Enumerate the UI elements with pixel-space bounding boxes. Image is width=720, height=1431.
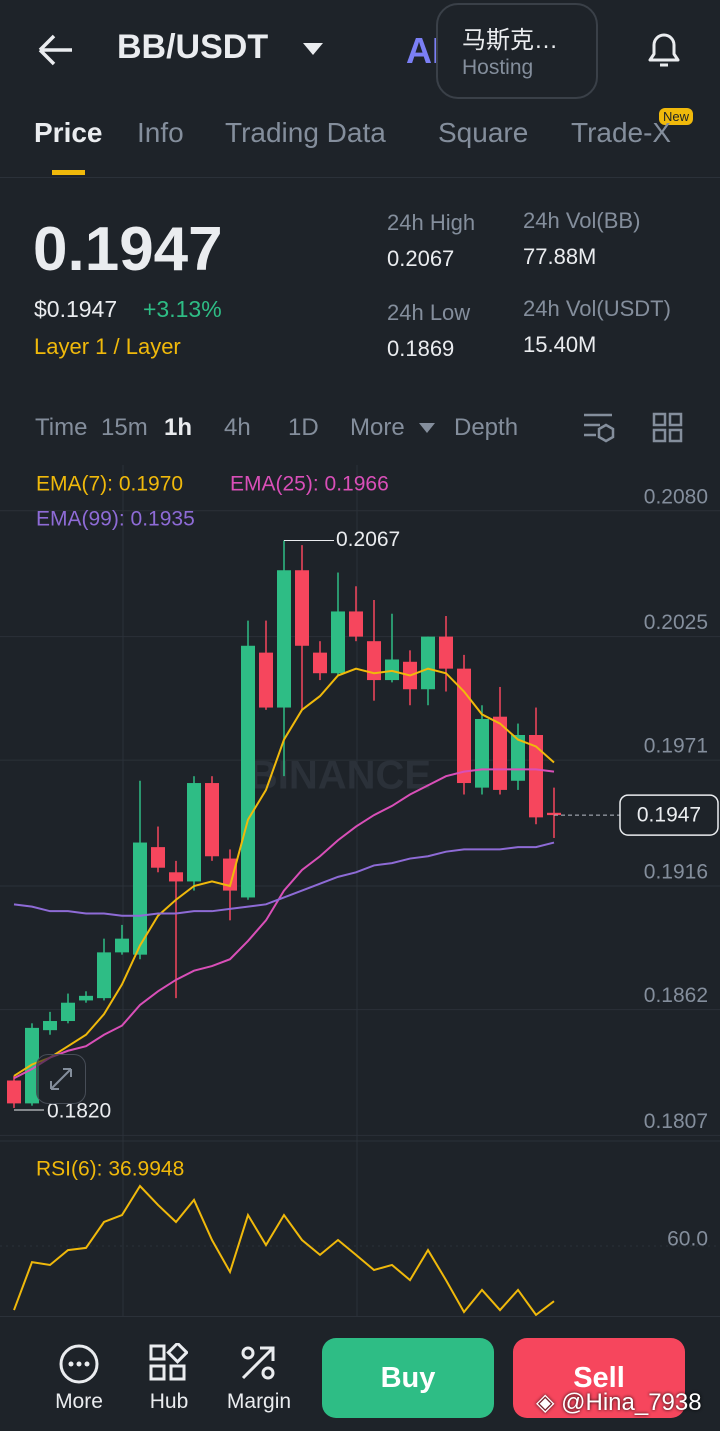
candle-body [475, 718, 489, 788]
action-label[interactable]: Margin [226, 1390, 292, 1413]
ema-line [13, 841, 555, 917]
candle-body [295, 570, 309, 646]
candle-body [367, 641, 381, 681]
layout-icon[interactable] [652, 412, 684, 444]
tab[interactable]: Price [34, 117, 103, 148]
divider [0, 177, 720, 178]
rsi-panel [13, 1184, 555, 1316]
tab[interactable]: Trade-X [571, 117, 672, 148]
last-price: 0.1947 [33, 215, 223, 284]
pair-dropdown[interactable] [302, 42, 324, 56]
candle-body [439, 636, 453, 669]
price-panel [7, 540, 561, 1108]
popup-subtitle: Hosting [462, 56, 534, 79]
candle-body [385, 659, 399, 681]
interval[interactable]: 4h [224, 414, 251, 441]
y-tick-label: 0.1971 [644, 735, 708, 758]
watermark-text: @Hina_7938 [561, 1389, 702, 1416]
tags[interactable]: Layer 1 / Layer [34, 334, 181, 359]
tab-indicator [52, 170, 85, 175]
stat-value: 0.2067 [387, 246, 455, 271]
candle-body [205, 783, 219, 857]
stat-value: 77.88M [523, 244, 597, 269]
change: +3.13% [143, 296, 222, 322]
hosting-popup[interactable] [436, 3, 598, 99]
more-icon[interactable] [58, 1343, 100, 1385]
margin-icon[interactable] [238, 1343, 278, 1383]
candle-body [313, 652, 327, 674]
candle-body [349, 611, 363, 637]
candle-body [61, 1002, 75, 1022]
buy-button[interactable]: Buy [322, 1338, 494, 1418]
tab[interactable]: Info [137, 117, 184, 148]
rsi-line [13, 1184, 555, 1316]
watermark: ◈ @Hina_7938 [536, 1389, 702, 1416]
candle-body [7, 1080, 21, 1104]
indicator-icon[interactable] [582, 411, 616, 445]
bell-icon[interactable] [644, 28, 684, 72]
candle-body [241, 645, 255, 898]
tab[interactable]: Square [438, 117, 529, 148]
interval[interactable]: 1h [164, 414, 193, 441]
legend-entry: EMA(99): 0.1935 [36, 508, 195, 531]
interval[interactable]: 15m [101, 414, 148, 441]
pair[interactable]: BB/USDT [117, 28, 269, 66]
high-label: 0.2067 [336, 528, 400, 551]
tab[interactable]: Trading Data [225, 117, 386, 148]
rsi-tick-label: 60.0 [667, 1228, 708, 1251]
low-label: 0.1820 [47, 1100, 111, 1123]
ema-line [13, 667, 555, 1077]
interval[interactable]: 1D [288, 414, 319, 441]
chart: BINANCE 0.2080 0.2025 0.1971 0.1916 0.1862 0.1… [0, 465, 720, 1316]
stat-value: 0.1869 [387, 336, 455, 361]
last-price-box [619, 794, 719, 836]
candle-body [97, 952, 111, 999]
candle-body [43, 1021, 57, 1031]
action-label[interactable]: More [55, 1390, 103, 1413]
y-tick-label: 0.1916 [644, 861, 708, 884]
candle-body [421, 636, 435, 690]
chart-watermark: BINANCE [249, 754, 431, 798]
stat-label: 24h High [387, 210, 476, 235]
sell-button[interactable]: Sell [513, 1338, 685, 1418]
y-tick-label: 0.2025 [644, 611, 708, 634]
y-tick-label: 0.1862 [644, 984, 708, 1007]
candle-body [259, 652, 273, 708]
candle-body [277, 570, 291, 708]
stat-label: 24h Vol(USDT) [523, 296, 671, 321]
rsi-legend: RSI(6): 36.9948 [36, 1158, 184, 1181]
legend-entry: EMA(25): 0.1966 [230, 473, 389, 496]
interval: Time [35, 414, 88, 441]
interval[interactable]: Depth [454, 414, 519, 441]
candle-body [151, 847, 165, 868]
new-badge: New [659, 108, 694, 125]
popup-title: 马斯克… [462, 27, 558, 54]
candle-body [493, 716, 507, 790]
stat-value: 15.40M [523, 332, 597, 357]
hub-icon[interactable] [148, 1343, 188, 1383]
ema-line [13, 768, 555, 1080]
stat-label: 24h Vol(BB) [523, 208, 641, 233]
stat-label: 24h Low [387, 300, 471, 325]
candle-body [169, 872, 183, 882]
more-dropdown[interactable] [418, 422, 436, 434]
candle-body [529, 735, 543, 818]
y-tick-label: 0.2080 [644, 485, 708, 508]
legend-entry: EMA(7): 0.1970 [36, 473, 183, 496]
usd-price: $0.1947 [34, 296, 118, 322]
candle-body [79, 995, 93, 1001]
y-tick-label: 0.1807 [644, 1110, 708, 1133]
action-label[interactable]: Hub [149, 1390, 189, 1413]
last-price-label: 0.1947 [637, 804, 701, 827]
candle-body [223, 858, 237, 891]
candle-body [115, 938, 129, 953]
candle-body [331, 611, 345, 674]
candle-body [133, 842, 147, 955]
candle-body [547, 812, 561, 816]
interval[interactable]: More [350, 414, 405, 441]
candle-body [187, 783, 201, 882]
expand-button[interactable] [36, 1054, 86, 1104]
back-icon[interactable] [36, 32, 76, 68]
